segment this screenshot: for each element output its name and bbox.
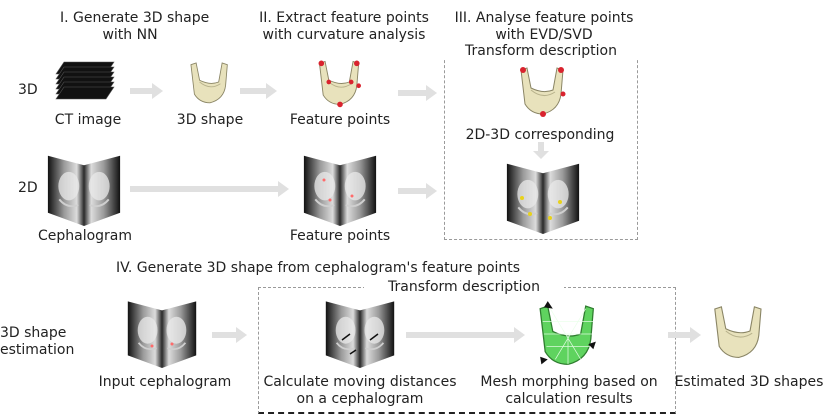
arrow-features-3d-to-analysis: [398, 85, 437, 101]
label-ct-image: CT image: [54, 112, 122, 128]
input-cephalogram-icon: [122, 296, 202, 368]
arrow-corresponding-down: [533, 142, 549, 159]
arrow-ceph-to-features: [130, 181, 289, 197]
row-label-3d: 3D: [18, 82, 38, 98]
label-input-cephalogram: Input cephalogram: [98, 374, 232, 390]
jaw-feature-points-icon: [318, 60, 361, 108]
label-corresponding: 2D-3D corresponding: [465, 127, 615, 143]
calc-cephalogram-icon: [320, 296, 400, 368]
cephalogram-corresponding-icon: [500, 158, 586, 234]
label-feature-points-2d: Feature points: [289, 228, 391, 244]
label-estimated: Estimated 3D shapes: [674, 374, 824, 390]
row-label-estimation: 3D shape estimation: [0, 325, 75, 358]
arrow-shape-to-features: [240, 83, 277, 99]
arrow-calc-to-morph: [406, 327, 525, 343]
mesh-morph-icon: [539, 301, 596, 366]
arrow-morph-to-estimated: [668, 327, 701, 343]
label-feature-points-3d: Feature points: [289, 112, 391, 128]
cephalogram-feature-points-icon: [300, 150, 380, 226]
cephalogram-icon: [44, 150, 124, 226]
label-cephalogram: Cephalogram: [37, 228, 133, 244]
ct-image-icon: [55, 61, 115, 100]
label-3d-shape: 3D shape: [176, 112, 244, 128]
step4-title: IV. Generate 3D shape from cephalogram's…: [116, 260, 521, 276]
arrow-ct-to-shape: [130, 83, 163, 99]
step3-title: III. Analyse feature points with EVD/SVD: [454, 10, 634, 43]
transform-title-bottom: Transform description: [364, 279, 564, 296]
arrow-input-to-calc: [212, 327, 247, 343]
jaw-analysis-icon: [520, 67, 566, 117]
jaw-shape-icon: [184, 56, 236, 108]
label-morph: Mesh morphing based on calculation result…: [480, 374, 658, 407]
arrow-features-2d-to-analysis: [398, 183, 437, 199]
label-calc: Calculate moving distances on a cephalogr…: [263, 374, 457, 407]
row-label-2d: 2D: [18, 180, 38, 196]
step1-title: I. Generate 3D shape with NN: [60, 10, 210, 43]
transform-title-top: Transform description: [444, 43, 638, 60]
step2-title: II. Extract feature points with curvature…: [259, 10, 429, 43]
estimated-shape-icon: [706, 298, 772, 364]
